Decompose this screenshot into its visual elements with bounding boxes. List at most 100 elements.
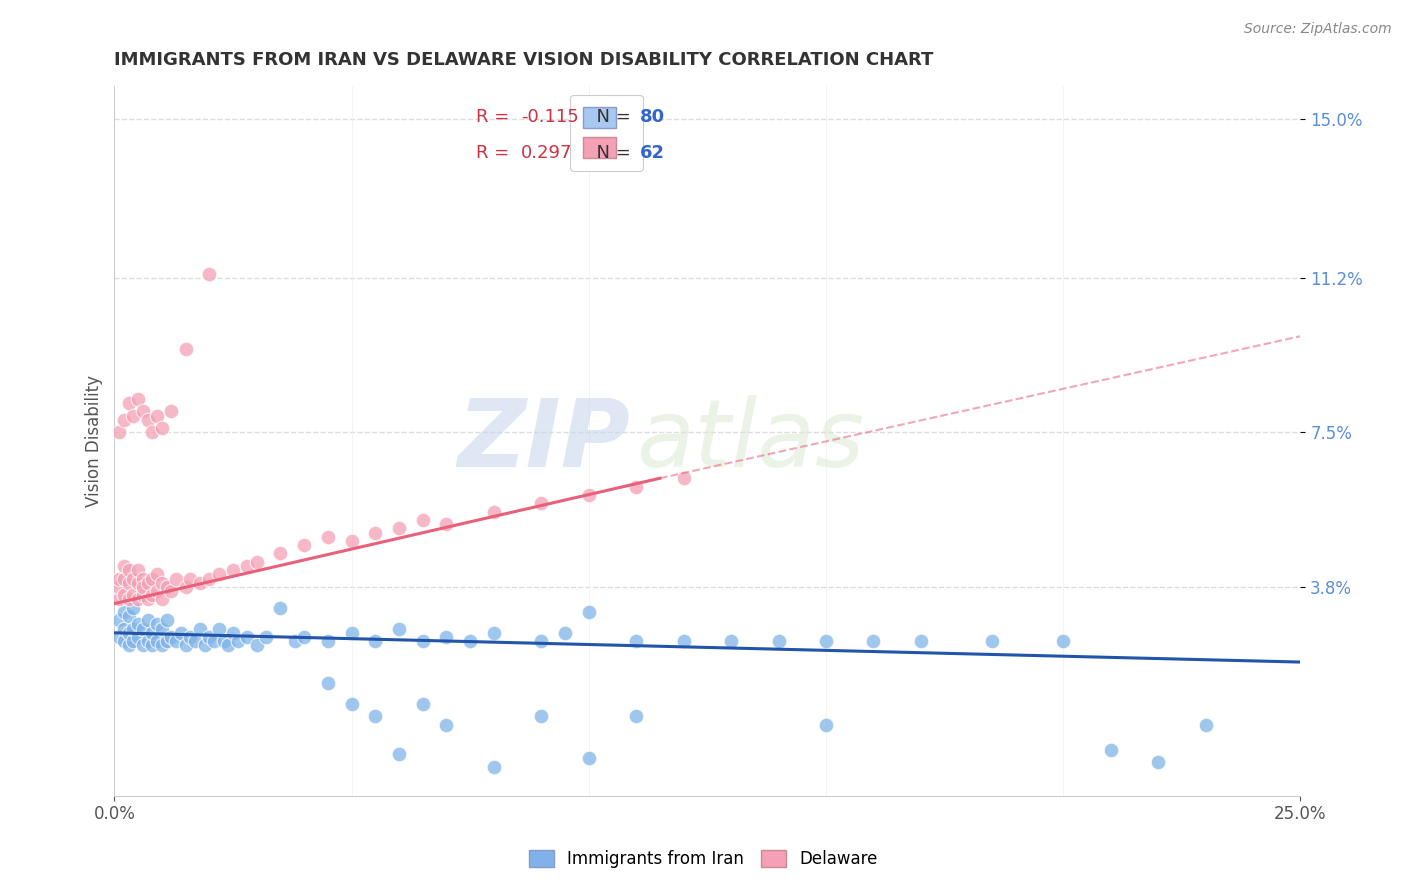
Point xyxy=(108,572,131,586)
Point xyxy=(127,630,149,644)
Point xyxy=(226,634,249,648)
Point xyxy=(112,622,135,636)
Point xyxy=(530,709,553,723)
Point xyxy=(141,588,163,602)
Point xyxy=(198,630,221,644)
Point xyxy=(122,588,145,602)
Point xyxy=(388,747,411,761)
Point xyxy=(108,613,131,627)
Point xyxy=(155,580,177,594)
Point xyxy=(292,538,315,552)
Point xyxy=(436,517,458,532)
Point xyxy=(862,634,884,648)
Text: R =: R = xyxy=(477,144,515,162)
Point xyxy=(117,575,139,590)
Point xyxy=(155,634,177,648)
Point xyxy=(160,584,183,599)
Point xyxy=(122,409,145,423)
Point xyxy=(217,638,239,652)
Point xyxy=(236,558,259,573)
Point xyxy=(340,697,363,711)
Text: 80: 80 xyxy=(640,109,665,127)
Point xyxy=(364,634,387,648)
Point xyxy=(117,609,139,624)
Point xyxy=(316,634,339,648)
Point xyxy=(108,630,131,644)
Point xyxy=(198,267,221,281)
Point xyxy=(814,634,837,648)
Point xyxy=(1099,743,1122,757)
Text: -0.115: -0.115 xyxy=(522,109,579,127)
Point xyxy=(174,638,197,652)
Point xyxy=(672,471,695,485)
Point xyxy=(117,592,139,607)
Point xyxy=(127,563,149,577)
Point xyxy=(117,625,139,640)
Y-axis label: Vision Disability: Vision Disability xyxy=(86,375,103,507)
Point xyxy=(1052,634,1074,648)
Text: ZIP: ZIP xyxy=(457,394,630,487)
Point xyxy=(188,622,211,636)
Point xyxy=(136,413,159,427)
Point xyxy=(112,413,135,427)
Point xyxy=(141,425,163,440)
Point xyxy=(292,630,315,644)
Point xyxy=(910,634,932,648)
Point xyxy=(179,630,201,644)
Point xyxy=(112,572,135,586)
Point xyxy=(316,530,339,544)
Point xyxy=(626,634,648,648)
Point xyxy=(146,634,169,648)
Point xyxy=(530,496,553,510)
Point xyxy=(141,572,163,586)
Point xyxy=(768,634,790,648)
Point xyxy=(578,488,600,502)
Point xyxy=(122,622,145,636)
Point xyxy=(132,580,155,594)
Point xyxy=(193,638,215,652)
Point xyxy=(132,622,155,636)
Point xyxy=(108,592,131,607)
Text: 0.297: 0.297 xyxy=(522,144,572,162)
Point xyxy=(160,630,183,644)
Point xyxy=(184,634,207,648)
Point xyxy=(246,555,269,569)
Point xyxy=(150,421,173,435)
Point xyxy=(117,396,139,410)
Point xyxy=(141,638,163,652)
Point xyxy=(127,617,149,632)
Point xyxy=(112,605,135,619)
Point xyxy=(208,567,231,582)
Point xyxy=(170,625,193,640)
Point xyxy=(222,625,245,640)
Point xyxy=(150,638,173,652)
Text: 62: 62 xyxy=(640,144,665,162)
Point xyxy=(530,634,553,648)
Point xyxy=(316,676,339,690)
Point xyxy=(412,634,434,648)
Point xyxy=(146,584,169,599)
Point xyxy=(108,580,131,594)
Point xyxy=(212,634,235,648)
Point xyxy=(150,592,173,607)
Point xyxy=(112,634,135,648)
Point xyxy=(482,625,505,640)
Point xyxy=(150,622,173,636)
Point xyxy=(122,572,145,586)
Point xyxy=(127,392,149,406)
Point xyxy=(122,634,145,648)
Point xyxy=(364,525,387,540)
Point xyxy=(222,563,245,577)
Point xyxy=(188,575,211,590)
Point xyxy=(202,634,225,648)
Point xyxy=(578,751,600,765)
Point xyxy=(720,634,742,648)
Point xyxy=(136,634,159,648)
Point xyxy=(136,613,159,627)
Point xyxy=(626,480,648,494)
Point xyxy=(150,575,173,590)
Point xyxy=(146,617,169,632)
Point xyxy=(132,638,155,652)
Point xyxy=(269,600,291,615)
Point xyxy=(208,622,231,636)
